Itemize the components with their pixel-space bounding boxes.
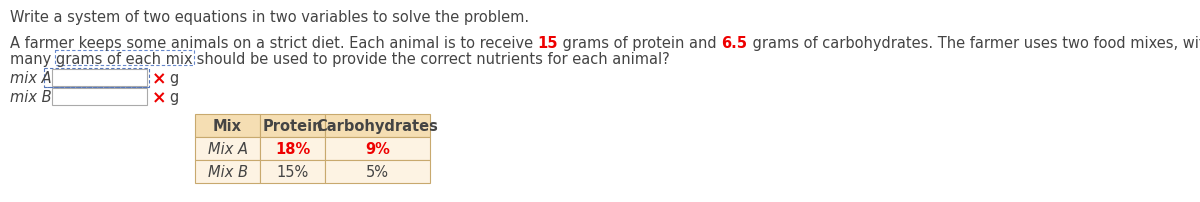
Text: mix A: mix A — [10, 71, 52, 86]
Bar — [194, 137, 260, 160]
Text: mix B: mix B — [10, 89, 52, 104]
Bar — [194, 115, 260, 137]
Text: grams of protein and: grams of protein and — [558, 36, 721, 51]
Text: Mix A: Mix A — [208, 141, 247, 156]
Bar — [325, 160, 430, 183]
Text: Carbohydrates: Carbohydrates — [317, 118, 438, 133]
Bar — [194, 160, 260, 183]
Bar — [260, 115, 325, 137]
Text: many: many — [10, 52, 56, 67]
Bar — [325, 137, 430, 160]
Text: 6.5: 6.5 — [721, 36, 748, 51]
Text: 18%: 18% — [275, 141, 310, 156]
Text: grams of each mix: grams of each mix — [56, 52, 192, 67]
Bar — [52, 70, 148, 87]
Text: 15: 15 — [538, 36, 558, 51]
Text: Protein: Protein — [262, 118, 323, 133]
Text: 5%: 5% — [366, 164, 389, 179]
Text: grams of carbohydrates. The farmer uses two food mixes, with nutrients as shown : grams of carbohydrates. The farmer uses … — [748, 36, 1200, 51]
Text: should be used to provide the correct nutrients for each animal?: should be used to provide the correct nu… — [192, 52, 671, 67]
Text: 15%: 15% — [276, 164, 308, 179]
Bar — [325, 115, 430, 137]
Text: Mix: Mix — [214, 118, 242, 133]
Text: ×: × — [152, 88, 167, 106]
Text: g: g — [169, 89, 179, 104]
Text: 9%: 9% — [365, 141, 390, 156]
Bar — [260, 160, 325, 183]
Text: A farmer keeps some animals on a strict diet. Each animal is to receive: A farmer keeps some animals on a strict … — [10, 36, 538, 51]
Text: Write a system of two equations in two variables to solve the problem.: Write a system of two equations in two v… — [10, 10, 529, 25]
Bar — [52, 88, 148, 105]
Bar — [260, 137, 325, 160]
Text: Mix B: Mix B — [208, 164, 247, 179]
Text: g: g — [169, 71, 179, 86]
Text: ×: × — [152, 70, 167, 87]
